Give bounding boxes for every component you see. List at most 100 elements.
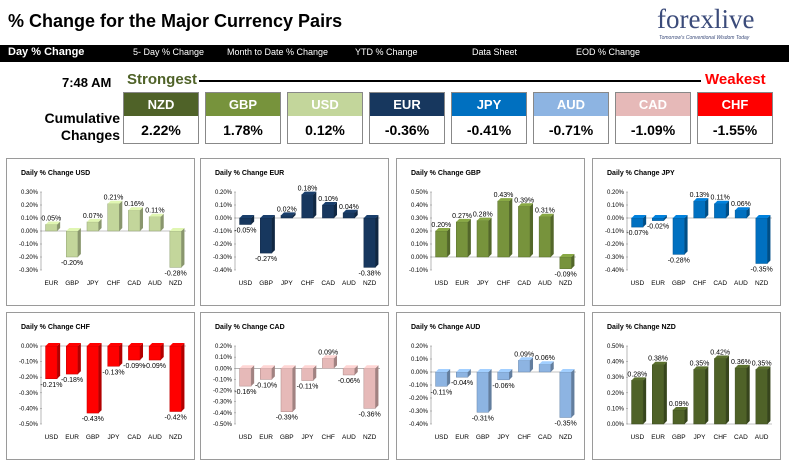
y-tick-label: 0.10% — [21, 216, 39, 222]
bar-usd — [435, 230, 448, 258]
bar-side — [663, 215, 667, 221]
y-tick-label: -0.10% — [605, 229, 625, 235]
bar-top — [539, 361, 554, 365]
bar-nzd — [363, 217, 376, 268]
bar-side — [509, 369, 513, 380]
bar-top — [456, 218, 471, 222]
y-tick-label: 0.20% — [607, 391, 625, 397]
chart-title: Daily % Change USD — [21, 170, 90, 177]
bar-top — [518, 357, 534, 361]
bar-top — [280, 365, 296, 369]
y-tick-label: -0.20% — [19, 375, 39, 381]
strength-arrow — [199, 80, 701, 82]
bar-chart: Daily % Change JPY0.20%0.10%0.00%-0.10%-… — [605, 170, 773, 287]
y-tick-label: 0.10% — [215, 203, 233, 209]
bar-side — [767, 366, 771, 424]
y-tick-label: 0.40% — [607, 360, 625, 366]
nav-month-to-date[interactable]: Month to Date % Change — [227, 47, 329, 57]
bar-side — [488, 369, 492, 413]
y-tick-label: 0.00% — [411, 255, 429, 261]
data-label: -0.35% — [751, 267, 773, 274]
y-tick-label: -0.20% — [213, 389, 233, 395]
data-label: -0.31% — [472, 415, 494, 422]
x-tick-label: GBP — [86, 434, 100, 441]
bar-side — [181, 343, 185, 412]
currency-name: CAD — [616, 93, 690, 116]
bar-top — [559, 369, 575, 372]
x-tick-label: NZD — [559, 280, 573, 287]
data-label: 0.43% — [494, 192, 514, 199]
y-tick-label: 0.20% — [607, 190, 625, 196]
bar-chf — [518, 360, 531, 373]
weakest-label: Weakest — [705, 71, 766, 88]
chart-title: Daily % Change JPY — [607, 170, 675, 177]
data-label: 0.10% — [318, 196, 338, 203]
y-tick-label: -0.10% — [213, 229, 233, 235]
data-label: -0.35% — [555, 421, 577, 428]
bar-top — [755, 215, 771, 218]
bar-gbp — [66, 230, 79, 258]
bar-top — [66, 343, 81, 346]
nav-5-day-change[interactable]: 5- Day % Change — [133, 47, 205, 57]
logo-tagline: Tomorrow's Conventional Wisdom Today — [659, 35, 750, 41]
bar-usd — [239, 368, 252, 387]
x-tick-label: AUD — [148, 434, 162, 441]
bar-side — [746, 207, 750, 218]
header: % Change for the Major Currency Pairs fo… — [0, 0, 789, 45]
bar-nzd — [363, 368, 376, 409]
y-tick-label: 0.50% — [411, 190, 429, 196]
bar-top — [301, 191, 317, 195]
y-tick-label: -0.30% — [19, 391, 39, 397]
y-tick-label: -0.30% — [409, 409, 429, 415]
chart-panel-7: Daily % Change AUD 0.20% 0.10% 0.00% -0.10% -… — [396, 312, 585, 460]
nav-ytd-change[interactable]: YTD % Change — [355, 47, 418, 57]
bar-top — [559, 254, 575, 257]
currency-value: -0.41% — [452, 117, 526, 143]
bar-side — [467, 369, 471, 378]
data-label: -0.04% — [451, 380, 473, 387]
data-label: -0.11% — [297, 384, 319, 391]
bar-jpy — [301, 368, 314, 381]
forexlive-logo[interactable]: forexlive Tomorrow's Conventional Wisdom… — [651, 4, 771, 42]
y-tick-label: 0.00% — [21, 229, 39, 235]
bar-aud — [734, 209, 747, 219]
bar-eur — [652, 217, 665, 221]
bar-top — [149, 213, 164, 217]
data-label: 0.13% — [690, 192, 710, 199]
bar-top — [476, 369, 492, 372]
bar-side — [467, 218, 471, 257]
y-tick-label: 0.00% — [215, 366, 233, 372]
nav-data-sheet[interactable]: Data Sheet — [472, 47, 518, 57]
bar-top — [497, 198, 513, 202]
bar-top — [107, 200, 123, 204]
data-label: 0.05% — [41, 216, 61, 223]
bar-side — [571, 254, 575, 269]
data-label: -0.10% — [255, 382, 277, 389]
data-label: 0.36% — [731, 359, 751, 366]
bar-chf — [107, 203, 120, 232]
bar-side — [509, 198, 513, 257]
currency-box-cad: CAD -1.09% — [615, 92, 691, 144]
bar-jpy — [497, 371, 510, 381]
bar-side — [313, 365, 317, 381]
bar-side — [354, 365, 358, 375]
data-label: -0.42% — [165, 415, 187, 422]
y-tick-label: -0.50% — [213, 422, 233, 428]
data-label: 0.31% — [535, 208, 555, 215]
bar-side — [98, 343, 102, 414]
x-tick-label: NZD — [363, 280, 377, 287]
y-tick-label: -0.30% — [213, 255, 233, 261]
data-label: -0.27% — [255, 256, 277, 263]
x-tick-label: EUR — [651, 280, 665, 287]
x-tick-label: CAD — [734, 434, 748, 441]
bar-side — [643, 215, 647, 228]
nav-day-change[interactable]: Day % Change — [8, 46, 85, 58]
bar-side — [550, 361, 554, 372]
bar-top — [497, 369, 513, 372]
data-label: -0.28% — [165, 270, 187, 277]
y-tick-label: 0.30% — [607, 375, 625, 381]
bar-usd — [239, 217, 252, 225]
bar-side — [119, 343, 123, 367]
currency-name: JPY — [452, 93, 526, 116]
nav-eod-change[interactable]: EOD % Change — [576, 47, 641, 57]
